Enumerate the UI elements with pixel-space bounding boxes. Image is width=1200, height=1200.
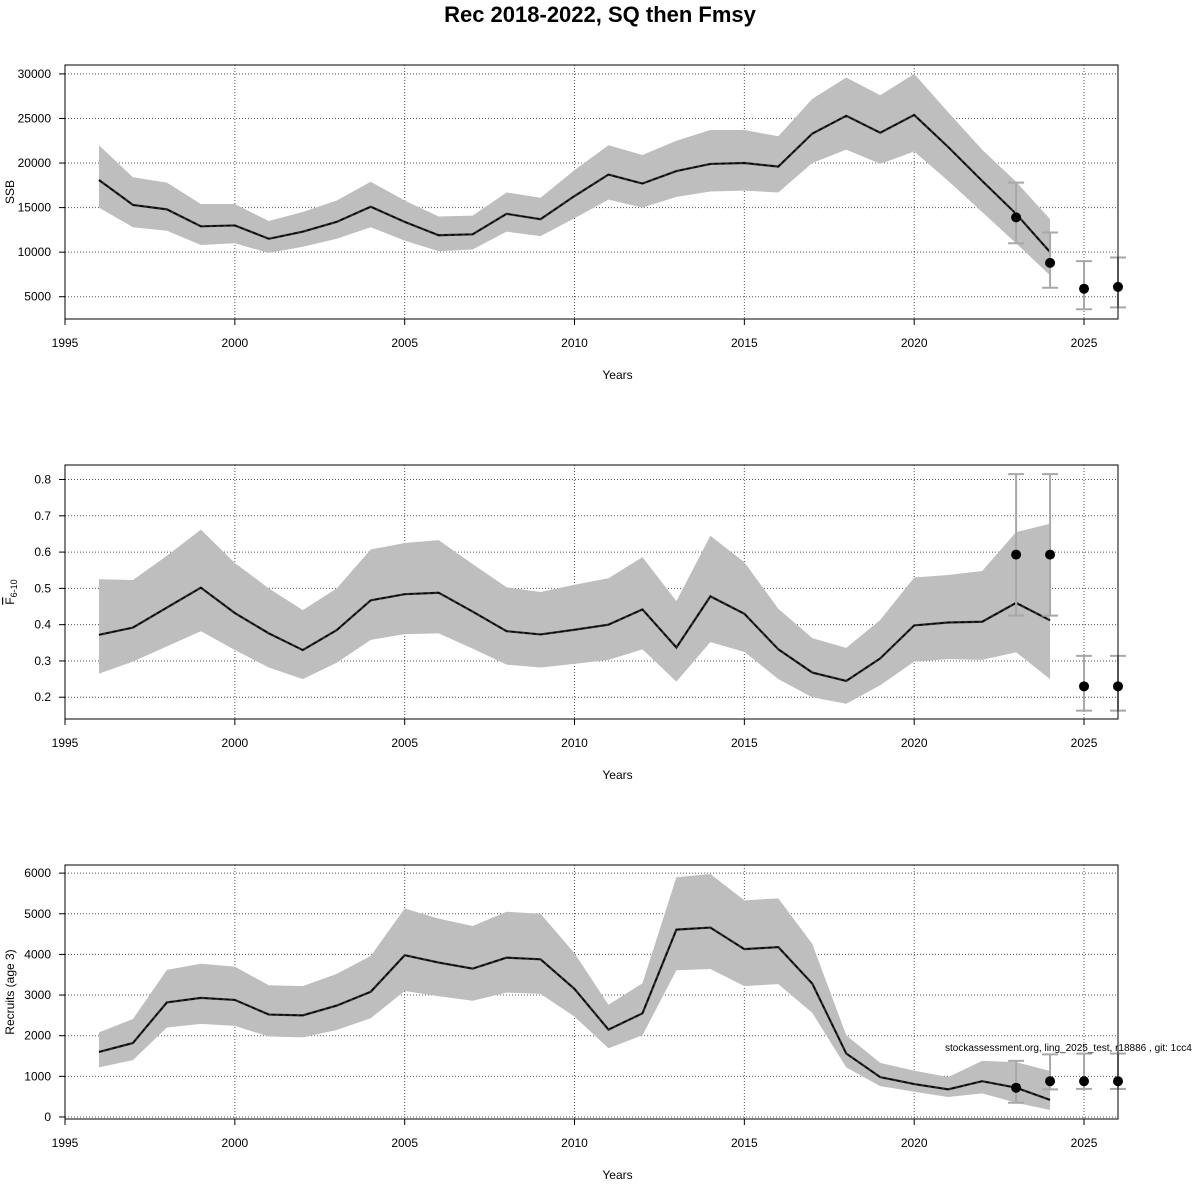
y-tick-label: 0.4 — [34, 618, 51, 632]
x-tick-label: 2005 — [391, 736, 418, 750]
y-tick-label: 1000 — [24, 1069, 51, 1083]
y-tick-label: 0.3 — [34, 654, 51, 668]
y-tick-label: 0 — [44, 1110, 51, 1124]
y-axis-label: SSB — [3, 180, 17, 204]
x-tick-label: 2025 — [1071, 336, 1098, 350]
x-axis-label: Years — [602, 368, 632, 382]
y-tick-label: 5000 — [24, 907, 51, 921]
panel-3: 1995 2000 2005 2010 2015 2020 2025 0 1000 2000 300… — [3, 864, 1126, 1182]
x-tick-label: 2010 — [561, 1136, 588, 1150]
forecast-point — [1045, 1076, 1056, 1087]
x-tick-label: 2000 — [221, 1136, 248, 1150]
forecast-point — [1011, 549, 1022, 560]
chart-title: Rec 2018-2022, SQ then Fmsy — [444, 2, 756, 27]
x-tick-label: 2000 — [221, 736, 248, 750]
y-tick-label: 10000 — [18, 245, 52, 259]
x-tick-label: 2015 — [731, 736, 758, 750]
forecast-point — [1045, 257, 1056, 268]
x-tick-label: 2010 — [561, 336, 588, 350]
forecast-point — [1011, 212, 1022, 223]
plot-frame — [64, 464, 1119, 720]
y-tick-label: 0.7 — [34, 509, 51, 523]
x-tick-label: 2025 — [1071, 736, 1098, 750]
forecast-point — [1011, 1082, 1022, 1093]
x-tick-label: 2020 — [901, 1136, 928, 1150]
y-tick-label: 15000 — [18, 201, 52, 215]
x-tick-label: 2015 — [731, 1136, 758, 1150]
x-tick-label: 1995 — [52, 736, 79, 750]
plot-frame — [64, 64, 1119, 320]
plot-frame — [64, 864, 1119, 1120]
confidence-band — [98, 523, 1051, 704]
y-axis-label-sub: 6-10 — [9, 579, 19, 597]
x-tick-label: 2020 — [901, 736, 928, 750]
forecast-point — [1079, 1076, 1090, 1087]
x-tick-label: 2005 — [391, 336, 418, 350]
forecast-point — [1079, 681, 1090, 692]
y-axis-label-main: F — [3, 597, 17, 604]
y-axis-label: F6-10 — [3, 579, 19, 604]
forecast-point — [1045, 549, 1056, 560]
y-tick-label: 30000 — [18, 67, 52, 81]
confidence-band — [98, 873, 1051, 1111]
y-tick-label: 0.5 — [34, 581, 51, 595]
x-axis-label: Years — [602, 768, 632, 782]
y-tick-label: 5000 — [24, 290, 51, 304]
estimate-line-dashes — [98, 926, 1051, 1101]
x-tick-label: 2010 — [561, 736, 588, 750]
panel-2: 1995 2000 2005 2010 2015 2020 2025 0.2 0.3 0.4 0.5… — [3, 464, 1126, 782]
confidence-band — [98, 73, 1051, 276]
x-tick-label: 1995 — [52, 1136, 79, 1150]
panel-1: 1995 2000 2005 2010 2015 2020 2025 5000 10000 150… — [3, 64, 1126, 382]
x-tick-label: 2020 — [901, 336, 928, 350]
forecast-point — [1079, 283, 1090, 294]
y-tick-label: 0.6 — [34, 545, 51, 559]
y-tick-label: 6000 — [24, 866, 51, 880]
y-tick-label: 3000 — [24, 988, 51, 1002]
y-tick-label: 25000 — [18, 111, 52, 125]
x-tick-label: 2000 — [221, 336, 248, 350]
x-tick-label: 1995 — [52, 336, 79, 350]
estimate-line-dashes — [98, 586, 1051, 682]
estimate-line-dashes — [98, 114, 1051, 253]
x-tick-label: 2015 — [731, 336, 758, 350]
y-tick-label: 0.2 — [34, 690, 51, 704]
x-tick-label: 2025 — [1071, 1136, 1098, 1150]
y-tick-label: 4000 — [24, 947, 51, 961]
y-tick-label: 20000 — [18, 156, 52, 170]
watermark: stockassessment.org, ling_2025_test, r18… — [945, 1043, 1192, 1054]
y-axis-label: Recruits (age 3) — [3, 949, 17, 1034]
y-tick-label: 2000 — [24, 1029, 51, 1043]
x-tick-label: 2005 — [391, 1136, 418, 1150]
y-tick-label: 0.8 — [34, 473, 51, 487]
x-axis-label: Years — [602, 1168, 632, 1182]
